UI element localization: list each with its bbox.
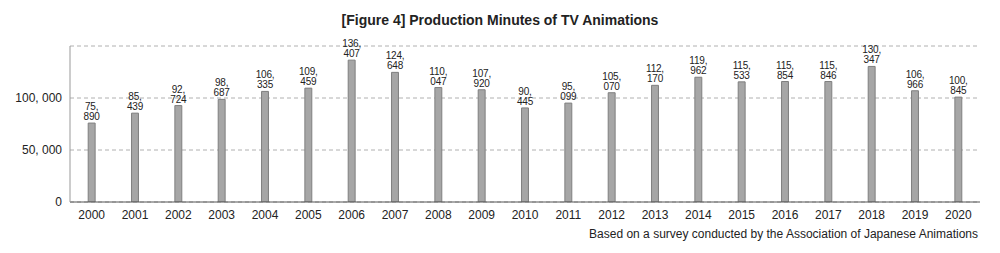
svg-text:106,335: 106,335 — [256, 69, 275, 90]
svg-text:2005: 2005 — [295, 208, 322, 222]
svg-text:2009: 2009 — [468, 208, 495, 222]
svg-text:75,890: 75,890 — [84, 101, 101, 122]
svg-text:95,099: 95,099 — [560, 81, 577, 102]
svg-text:85,439: 85,439 — [127, 91, 144, 112]
svg-text:2003: 2003 — [208, 208, 235, 222]
svg-text:2004: 2004 — [252, 208, 279, 222]
svg-text:2013: 2013 — [642, 208, 669, 222]
svg-text:115,846: 115,846 — [819, 60, 837, 81]
svg-text:2000: 2000 — [78, 208, 105, 222]
svg-text:2015: 2015 — [728, 208, 755, 222]
svg-text:98,687: 98,687 — [214, 77, 231, 98]
svg-text:2018: 2018 — [858, 208, 885, 222]
svg-text:2019: 2019 — [902, 208, 929, 222]
svg-text:2016: 2016 — [772, 208, 799, 222]
svg-text:136,407: 136,407 — [342, 38, 361, 59]
svg-text:115,533: 115,533 — [733, 60, 751, 81]
svg-text:100, 000: 100, 000 — [15, 91, 62, 105]
svg-text:2007: 2007 — [382, 208, 409, 222]
html-text:Based on a survey conducted by: Based on a survey conducted by the Assoc… — [589, 227, 978, 241]
svg-text:2011: 2011 — [555, 208, 581, 222]
svg-text:2012: 2012 — [598, 208, 625, 222]
svg-text:2010: 2010 — [512, 208, 539, 222]
svg-text:92,724: 92,724 — [170, 84, 187, 105]
svg-text:110,047: 110,047 — [429, 66, 447, 87]
svg-text:115,854: 115,854 — [776, 60, 794, 81]
svg-text:90,445: 90,445 — [517, 86, 534, 107]
svg-text:112,170: 112,170 — [646, 63, 664, 84]
svg-text:2020: 2020 — [945, 208, 972, 222]
svg-text:2017: 2017 — [815, 208, 842, 222]
svg-text:100,845: 100,845 — [949, 75, 968, 96]
svg-text:2014: 2014 — [685, 208, 712, 222]
svg-text:106,966: 106,966 — [906, 69, 925, 90]
svg-text:130,347: 130,347 — [862, 44, 881, 65]
svg-text:124,648: 124,648 — [386, 50, 405, 71]
svg-text:119,962: 119,962 — [689, 55, 707, 76]
svg-text:2006: 2006 — [338, 208, 365, 222]
svg-text:2002: 2002 — [165, 208, 192, 222]
svg-text:2008: 2008 — [425, 208, 452, 222]
svg-text:105,070: 105,070 — [602, 71, 621, 92]
svg-text:0: 0 — [55, 195, 62, 209]
svg-text:2001: 2001 — [122, 208, 149, 222]
html-text:[Figure 4] Production Minutes: [Figure 4] Production Minutes of TV Anim… — [341, 12, 659, 28]
svg-text:109,459: 109,459 — [299, 66, 318, 87]
svg-text:107,920: 107,920 — [472, 68, 491, 89]
svg-text:50, 000: 50, 000 — [22, 143, 62, 157]
